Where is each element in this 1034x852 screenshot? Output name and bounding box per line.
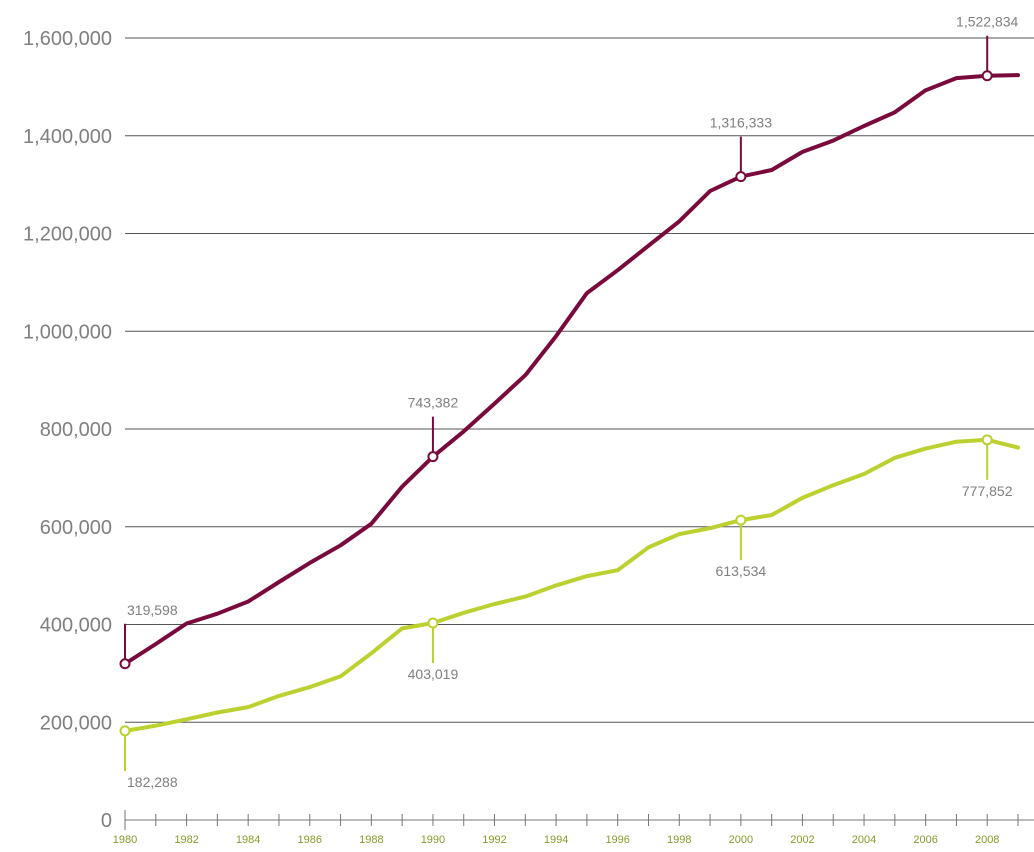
data-label: 613,534	[716, 563, 767, 579]
y-tick-label: 800,000	[40, 419, 112, 441]
data-point-marker	[427, 617, 439, 629]
y-axis-ticks: 0 200,000 400,000 600,000 800,000 1,000,000 1,…	[23, 28, 112, 832]
data-point-marker	[981, 434, 993, 446]
series-lines	[123, 73, 1020, 733]
data-point-marker	[119, 658, 131, 670]
x-tick-label: 2000	[729, 834, 753, 846]
y-tick-label: 1,200,000	[23, 224, 112, 246]
x-tick-label: 1980	[113, 834, 137, 846]
x-axis: 1980 1982 1984 1986 1988 1990 1992 1994 1996 1998…	[113, 810, 1034, 846]
x-tick-label: 1988	[359, 834, 383, 846]
x-tick-label: 1990	[421, 834, 445, 846]
y-tick-label: 200,000	[40, 712, 112, 734]
data-label: 1,522,834	[956, 14, 1018, 30]
data-label: 182,288	[127, 774, 178, 790]
x-tick-label: 2006	[913, 834, 937, 846]
y-tick-label: 0	[101, 810, 112, 832]
x-tick-label: 2002	[790, 834, 814, 846]
data-callout: 403,019	[408, 617, 459, 682]
x-tick-label: 1994	[544, 834, 568, 846]
data-point-marker	[119, 725, 131, 737]
data-label: 777,852	[962, 483, 1013, 499]
data-callout: 182,288	[119, 725, 178, 790]
callouts: 319,598 743,382 1,316,333 1,522,834 182,288 4…	[119, 14, 1019, 790]
gridlines	[125, 37, 1034, 723]
data-label: 1,316,333	[710, 115, 772, 131]
data-callout: 1,316,333	[710, 115, 772, 183]
y-tick-label: 1,600,000	[23, 28, 112, 50]
data-callout: 613,534	[716, 514, 767, 579]
data-callout: 319,598	[119, 602, 178, 670]
data-point-marker	[735, 514, 747, 526]
x-tick-label: 1998	[667, 834, 691, 846]
series-line-2	[123, 437, 1020, 733]
data-callout: 1,522,834	[956, 14, 1019, 82]
data-point-marker	[427, 451, 439, 463]
x-tick-label: 1992	[482, 834, 506, 846]
y-tick-label: 1,000,000	[23, 321, 112, 343]
x-tick-label: 1984	[236, 834, 260, 846]
y-tick-label: 600,000	[40, 517, 112, 539]
data-label: 319,598	[127, 602, 178, 618]
y-tick-label: 400,000	[40, 615, 112, 637]
data-callout: 743,382	[408, 395, 459, 463]
x-tick-label: 1986	[298, 834, 322, 846]
y-tick-label: 1,400,000	[23, 126, 112, 148]
data-label: 403,019	[408, 666, 459, 682]
x-tick-label: 2008	[975, 834, 999, 846]
data-callout: 777,852	[962, 434, 1013, 499]
data-point-marker	[981, 70, 993, 82]
x-tick-label: 1996	[605, 834, 629, 846]
data-point-marker	[735, 171, 747, 183]
data-label: 743,382	[408, 395, 459, 411]
x-tick-label: 1982	[174, 834, 198, 846]
x-tick-label: 2004	[852, 834, 876, 846]
series-line-1	[123, 73, 1020, 666]
